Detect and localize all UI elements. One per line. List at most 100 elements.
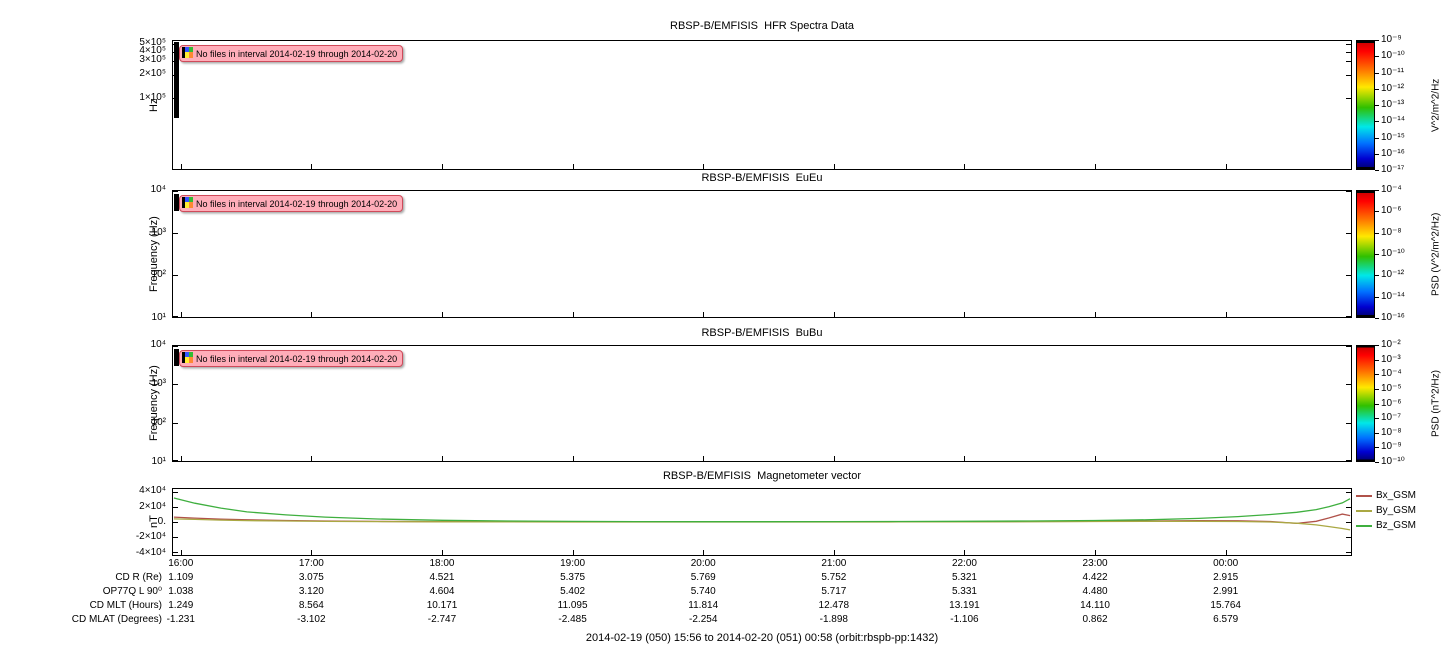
y-tick-mark — [173, 346, 178, 347]
colorbar-tick-label: 10⁻¹⁴ — [1381, 115, 1406, 127]
colorbar-tick-label: 10⁻⁸ — [1381, 226, 1402, 238]
y-tick-mark — [173, 522, 178, 523]
y-tick-mark — [1346, 61, 1351, 63]
colorbar-tick-label: 10⁻¹² — [1381, 269, 1405, 281]
y-tick-mark — [1346, 522, 1351, 523]
legend-swatch — [1356, 524, 1372, 527]
panel-title-eueu: RBSP-B/EMFISIS EuEu — [701, 172, 823, 184]
plot-area-bubu[interactable]: No files in interval 2014-02-19 through … — [172, 345, 1352, 462]
table-cell: 5.402 — [560, 586, 586, 597]
y-tick-mark — [173, 460, 178, 461]
plot-area-mag[interactable] — [172, 488, 1352, 556]
x-tick-mark — [572, 312, 574, 317]
time-tick-label: 22:00 — [951, 558, 977, 569]
colorbar-bubu[interactable] — [1356, 345, 1375, 462]
colorbar-tick-label: 10⁻¹⁷ — [1381, 164, 1405, 175]
y-tick-label: 4×10⁴ — [139, 485, 166, 497]
y-tick-mark — [173, 536, 178, 538]
y-tick-label: 1×10⁵ — [139, 91, 166, 103]
table-cell: 5.752 — [821, 572, 847, 583]
x-tick-mark — [572, 456, 574, 461]
table-row-label: OP77Q L 90⁰ — [102, 586, 162, 597]
time-tick-label: 23:00 — [1082, 558, 1108, 569]
y-tick-mark — [1346, 316, 1351, 317]
table-cell: -1.898 — [819, 614, 848, 625]
y-tick-mark — [1346, 275, 1351, 277]
colorbar-tick-label: 10⁻⁸ — [1381, 426, 1402, 438]
x-tick-mark — [180, 164, 182, 169]
data-sliver — [174, 42, 179, 118]
table-cell: 0.862 — [1082, 614, 1108, 625]
legend-item-Bz_GSM: Bz_GSM — [1356, 520, 1416, 531]
colorbar-tick-mark — [1375, 345, 1379, 346]
panel-title-bubu: RBSP-B/EMFISIS BuBu — [701, 327, 823, 339]
colorbar-tick-mark — [1375, 296, 1379, 298]
y-tick-mark — [173, 422, 178, 424]
y-tick-label: 10⁴ — [150, 184, 166, 195]
colorbar-tick-mark — [1375, 170, 1379, 171]
colorbar-tick-label: 10⁻⁹ — [1381, 34, 1402, 45]
dataset-thumbnail-icon — [182, 197, 193, 210]
colorbar-label-bubu: PSD (nT^2/Hz) — [1430, 370, 1442, 437]
colorbar-tick-label: 10⁻¹² — [1381, 82, 1405, 94]
x-tick-mark — [572, 550, 574, 555]
no-files-warning: No files in interval 2014-02-19 through … — [179, 45, 404, 62]
y-tick-mark — [1346, 536, 1351, 538]
y-axis-label-bubu: Frequency (Hz) — [148, 365, 160, 442]
colorbar-tick-label: 10⁻⁶ — [1381, 397, 1402, 409]
colorbar-label-hfr: V^2/m^2/Hz — [1430, 78, 1442, 132]
x-tick-mark — [441, 164, 443, 169]
magnetometer-lines — [173, 497, 1351, 531]
y-tick-mark — [173, 384, 178, 386]
table-cell: 3.075 — [298, 572, 324, 583]
time-range-caption: 2014-02-19 (050) 15:56 to 2014-02-20 (05… — [585, 632, 939, 644]
table-cell: 4.480 — [1082, 586, 1108, 597]
legend-item-By_GSM: By_GSM — [1356, 505, 1416, 516]
table-cell: 4.422 — [1082, 572, 1108, 583]
table-cell: 11.095 — [557, 600, 588, 611]
panel-title-mag: RBSP-B/EMFISIS Magnetometer vector — [662, 470, 862, 482]
plot-area-hfr[interactable]: No files in interval 2014-02-19 through … — [172, 40, 1352, 170]
x-tick-mark — [311, 550, 313, 555]
y-tick-mark — [173, 74, 178, 76]
colorbar-tick-mark — [1375, 105, 1379, 106]
legend-item-Bx_GSM: Bx_GSM — [1356, 490, 1416, 501]
table-cell: 1.038 — [168, 586, 194, 597]
y-tick-mark — [1346, 346, 1351, 347]
colorbar-tick-mark — [1375, 211, 1379, 213]
colorbar-tick-label: 10⁻⁶ — [1381, 205, 1402, 217]
plot-area-eueu[interactable]: No files in interval 2014-02-19 through … — [172, 190, 1352, 318]
table-cell: 2.991 — [1213, 586, 1239, 597]
table-cell: -1.231 — [166, 614, 195, 625]
table-cell: -1.106 — [950, 614, 979, 625]
table-cell: 10.171 — [426, 600, 458, 611]
colorbar-hfr[interactable] — [1356, 40, 1375, 170]
y-tick-mark — [1346, 44, 1351, 46]
y-tick-label: 10¹ — [151, 312, 166, 323]
colorbar-tick-label: 10⁻¹⁰ — [1381, 50, 1405, 62]
legend-label: Bz_GSM — [1376, 520, 1417, 531]
colorbar-tick-mark — [1375, 190, 1379, 191]
colorbar-eueu[interactable] — [1356, 190, 1375, 318]
x-tick-mark — [964, 312, 966, 317]
table-cell: 6.579 — [1213, 614, 1239, 625]
y-tick-label: 5×10⁵ — [139, 37, 166, 49]
table-cell: 14.110 — [1080, 600, 1110, 611]
table-cell: 5.321 — [951, 572, 977, 583]
x-tick-mark — [180, 456, 182, 461]
colorbar-label-eueu: PSD (V^2/m^2/Hz) — [1430, 212, 1442, 296]
x-tick-mark — [1095, 164, 1097, 169]
y-tick-mark — [1346, 191, 1351, 192]
data-sliver — [174, 194, 179, 211]
y-tick-mark — [173, 232, 178, 234]
y-tick-label: 2×10⁵ — [139, 68, 166, 80]
colorbar-tick-mark — [1375, 432, 1379, 434]
no-files-warning: No files in interval 2014-02-19 through … — [179, 195, 404, 212]
y-tick-mark — [173, 316, 178, 317]
colorbar-tick-label: 10⁻¹⁶ — [1381, 147, 1405, 159]
colorbar-tick-mark — [1375, 72, 1379, 74]
x-tick-mark — [441, 456, 443, 461]
legend-label: By_GSM — [1376, 505, 1417, 516]
y-tick-mark — [173, 98, 178, 100]
